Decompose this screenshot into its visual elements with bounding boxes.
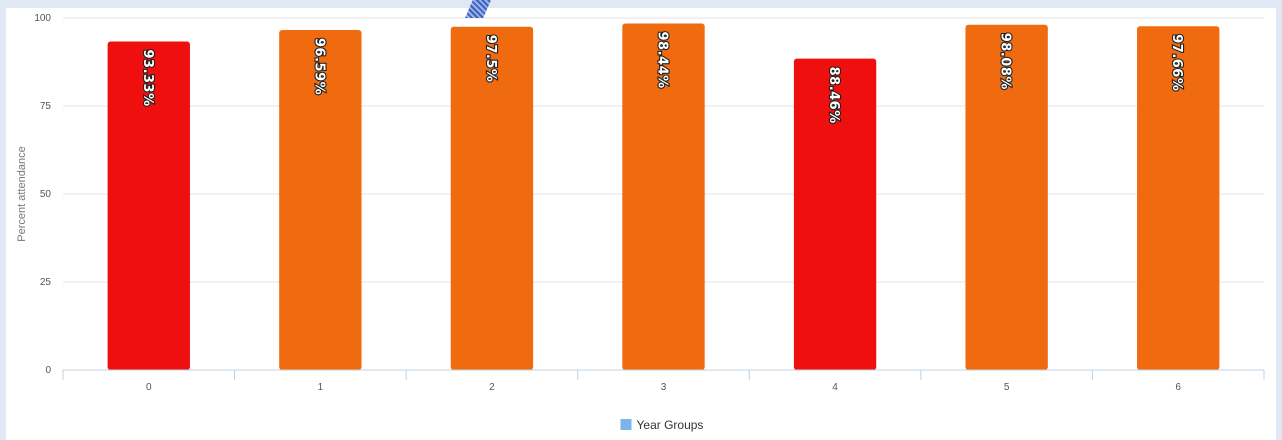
y-tick-label: 50 (40, 189, 52, 200)
window-frame-top (0, 0, 1282, 8)
y-tick-label: 100 (34, 13, 51, 24)
bar (279, 30, 362, 370)
chart-panel: 0 25 50 75 100 Percent attendance 93.33% 96.5… (6, 8, 1276, 440)
y-tick-label: 0 (45, 365, 51, 376)
y-tick-label: 25 (40, 277, 52, 288)
bar (450, 26, 534, 371)
data-label: 97.5% (483, 35, 498, 83)
bar (1137, 26, 1220, 371)
decorative-corner-mark (465, 0, 491, 18)
legend[interactable]: Year Groups (620, 418, 704, 432)
legend-label[interactable]: Year Groups (637, 418, 704, 432)
window-frame-left (0, 0, 6, 440)
data-label: 98.08% (998, 33, 1013, 90)
x-tick-label: 2 (489, 382, 495, 393)
window-frame-right (1276, 0, 1282, 440)
legend-swatch[interactable] (620, 419, 632, 430)
bars (107, 23, 1220, 371)
data-label: 97.66% (1169, 34, 1184, 91)
x-tick-label: 5 (1004, 382, 1010, 393)
x-tick-label: 3 (661, 382, 667, 393)
y-axis: 0 25 50 75 100 (34, 13, 51, 376)
data-label: 96.59% (311, 38, 326, 95)
x-tick-label: 1 (318, 382, 324, 393)
data-label: 88.46% (826, 67, 841, 124)
y-axis-title: Percent attendance (16, 146, 28, 241)
y-tick-label: 75 (40, 101, 52, 112)
x-tick-label: 0 (146, 382, 152, 393)
bar (793, 58, 877, 371)
x-axis: 0 1 2 3 4 5 6 (62, 369, 1265, 393)
data-label: 98.44% (655, 31, 670, 88)
bar (622, 23, 705, 370)
data-labels: 93.33% 96.59% 97.5% 98.44% 88.46% 98.08% 97.66… (139, 30, 1186, 124)
data-label: 93.33% (140, 49, 155, 106)
bar (107, 41, 190, 371)
bar (965, 24, 1048, 371)
x-tick-label: 6 (1175, 382, 1181, 393)
x-tick-label: 4 (832, 382, 838, 393)
